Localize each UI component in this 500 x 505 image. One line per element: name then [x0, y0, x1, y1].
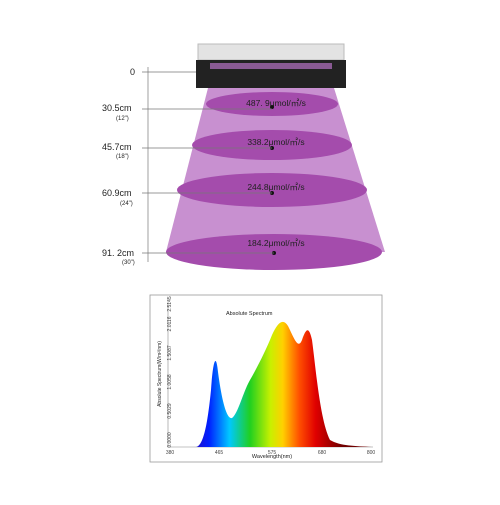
- y-label: Absolute Spectrum(W/m²/nm): [157, 341, 163, 407]
- distance: 30.5cm: [102, 103, 132, 113]
- fixture-leds: [210, 63, 332, 69]
- ppfd: 244.8μmol/㎡/s: [247, 182, 304, 192]
- fixture-top: [197, 43, 345, 61]
- x-tick-label: 575: [268, 450, 277, 456]
- x-tick-label: 800: [367, 450, 376, 456]
- y-tick-label: 0.0000: [167, 432, 173, 448]
- ellipse: [177, 173, 367, 207]
- x-label: Wavelength(nm): [252, 454, 292, 460]
- x-tick-label: 465: [215, 450, 224, 456]
- ppfd: 338.2μmol/㎡/s: [247, 137, 304, 147]
- distance: 91. 2cm: [102, 248, 134, 258]
- inches: (12"): [116, 116, 129, 122]
- inches: (24"): [120, 201, 133, 207]
- distance: 0: [130, 67, 135, 77]
- y-tick-label: 1.5087: [167, 345, 173, 361]
- y-tick-label: 2.0116: [167, 316, 173, 331]
- light-cone: [166, 88, 385, 252]
- ellipse: [192, 130, 352, 160]
- ppfd: 487. 9μmol/㎡/s: [246, 98, 306, 108]
- y-tick-label: 0.5029: [167, 403, 173, 419]
- distance: 60.9cm: [102, 188, 132, 198]
- ppfd: 184.2μmol/㎡/s: [247, 238, 304, 248]
- guides: [142, 67, 274, 262]
- ellipse: [206, 92, 338, 116]
- y-tick-label: 2.5145: [167, 296, 173, 312]
- spectrum-title: Absolute Spectrum: [226, 311, 273, 317]
- distance: 45.7cm: [102, 142, 132, 152]
- y-tick-label: 1.0058: [167, 374, 173, 390]
- x-tick-label: 380: [166, 450, 175, 456]
- spectrum-curve: [196, 321, 372, 447]
- inches: (18"): [116, 154, 129, 160]
- inches: (30"): [122, 260, 135, 266]
- x-tick-label: 680: [318, 450, 327, 456]
